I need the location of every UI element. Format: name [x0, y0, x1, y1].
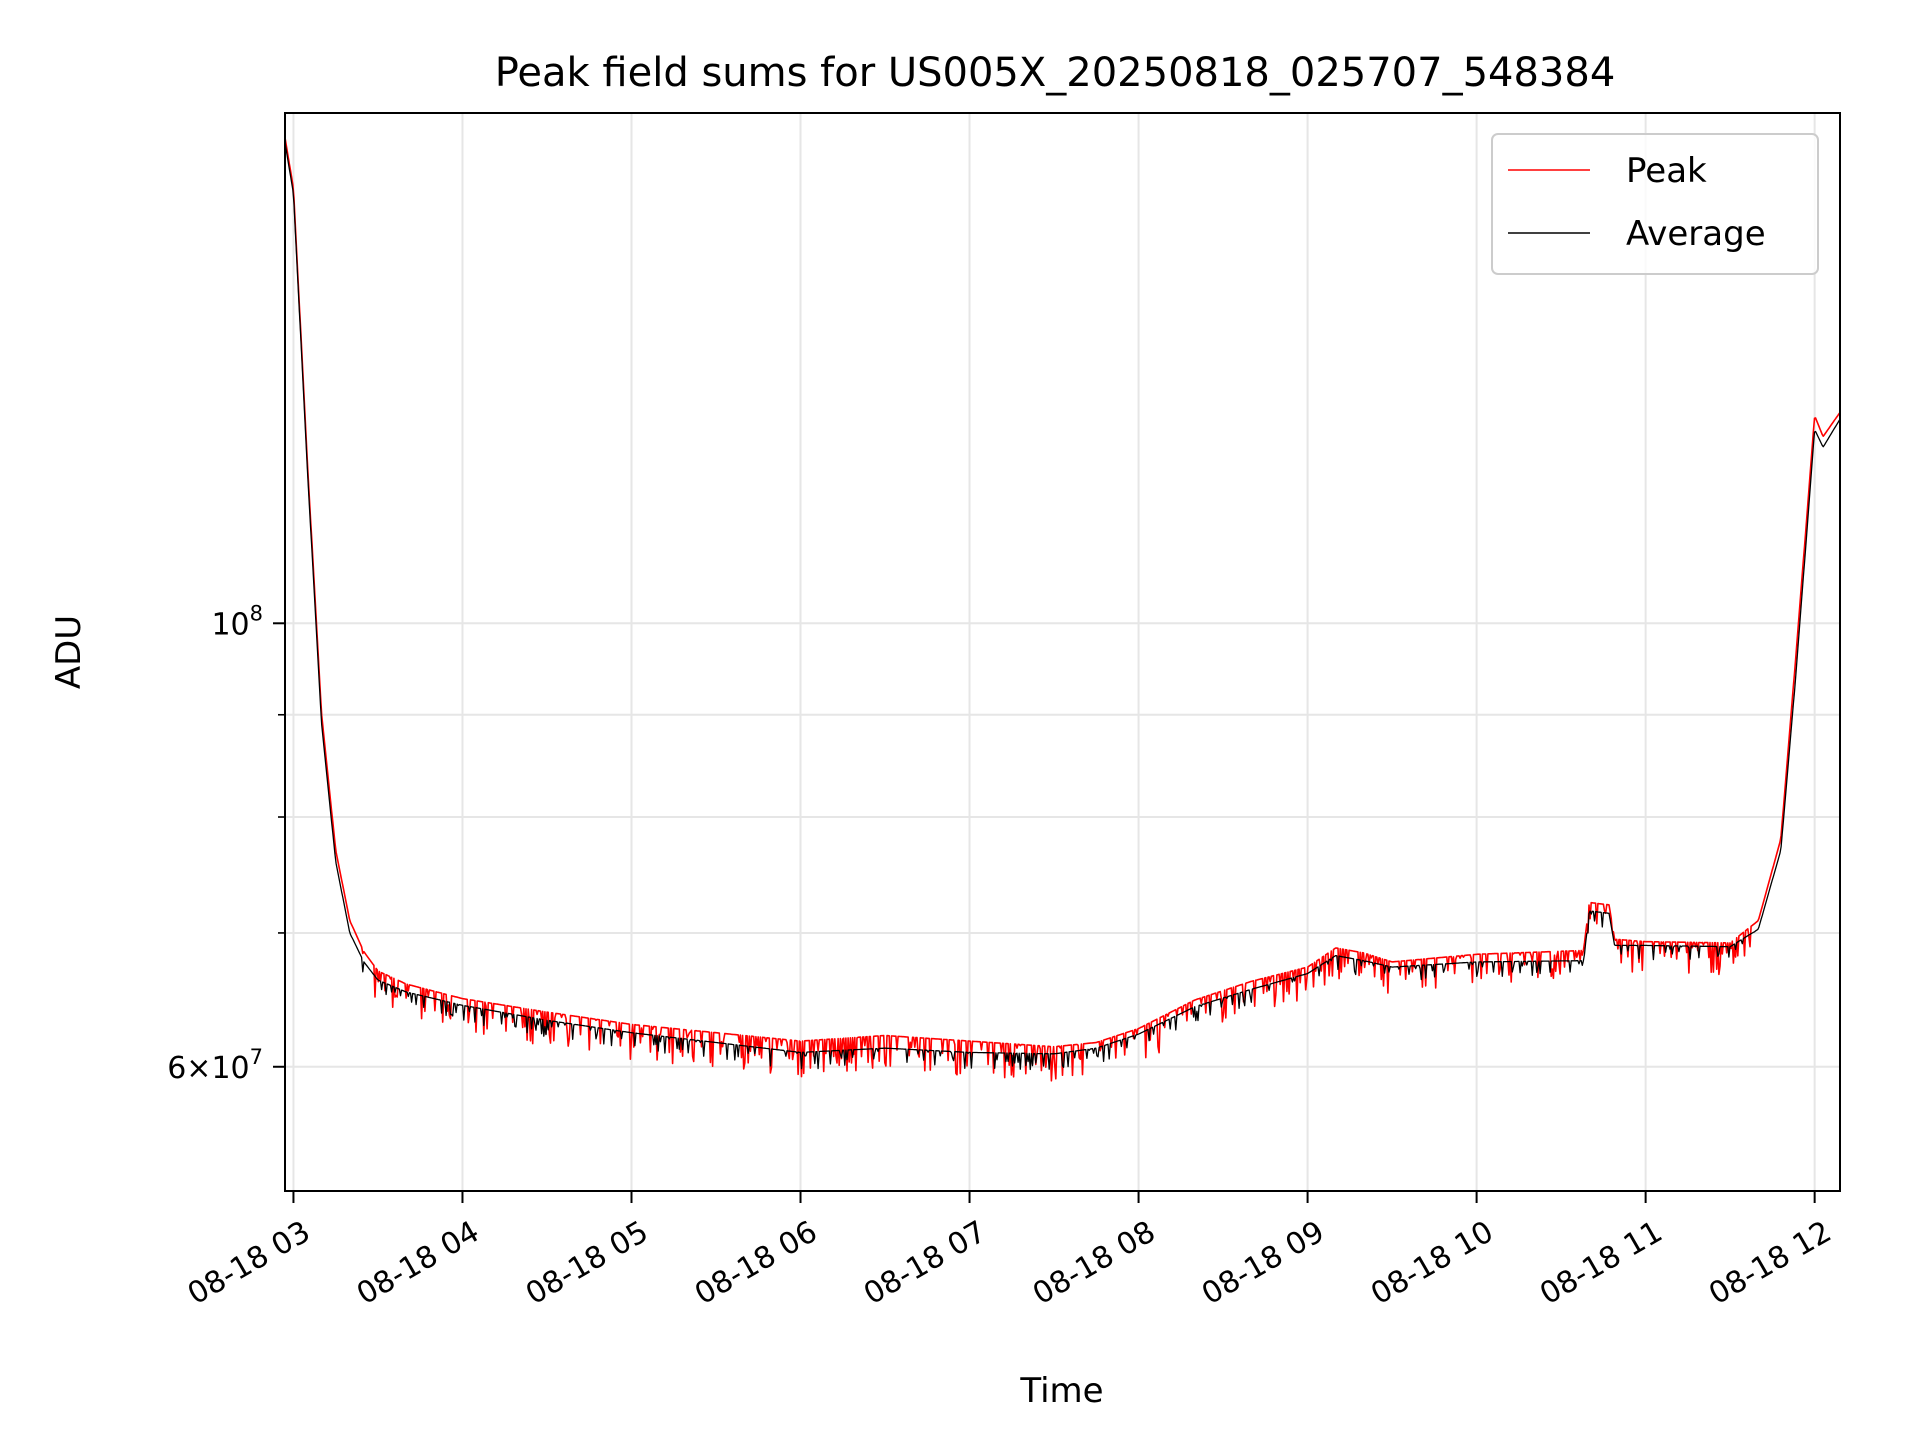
- y-tick-label: 108: [211, 601, 263, 642]
- y-axis-label: ADU: [49, 615, 89, 689]
- legend-box: [1491, 133, 1819, 275]
- y-axis: 6×107 108: [167, 601, 285, 1086]
- legend-label-peak: Peak: [1626, 151, 1707, 191]
- chart-title: Peak field sums for US005X_20250818_0257…: [495, 50, 1616, 96]
- series-layer: [284, 137, 1841, 1082]
- legend: Peak Average: [1491, 133, 1819, 275]
- series-line-peak: [284, 137, 1841, 1082]
- y-tick-label: 6×107: [167, 1045, 263, 1086]
- series-line-average: [284, 142, 1841, 1071]
- legend-label-average: Average: [1626, 214, 1766, 254]
- plot-area-frame: [284, 112, 1841, 1192]
- x-axis-label: Time: [1019, 1371, 1103, 1411]
